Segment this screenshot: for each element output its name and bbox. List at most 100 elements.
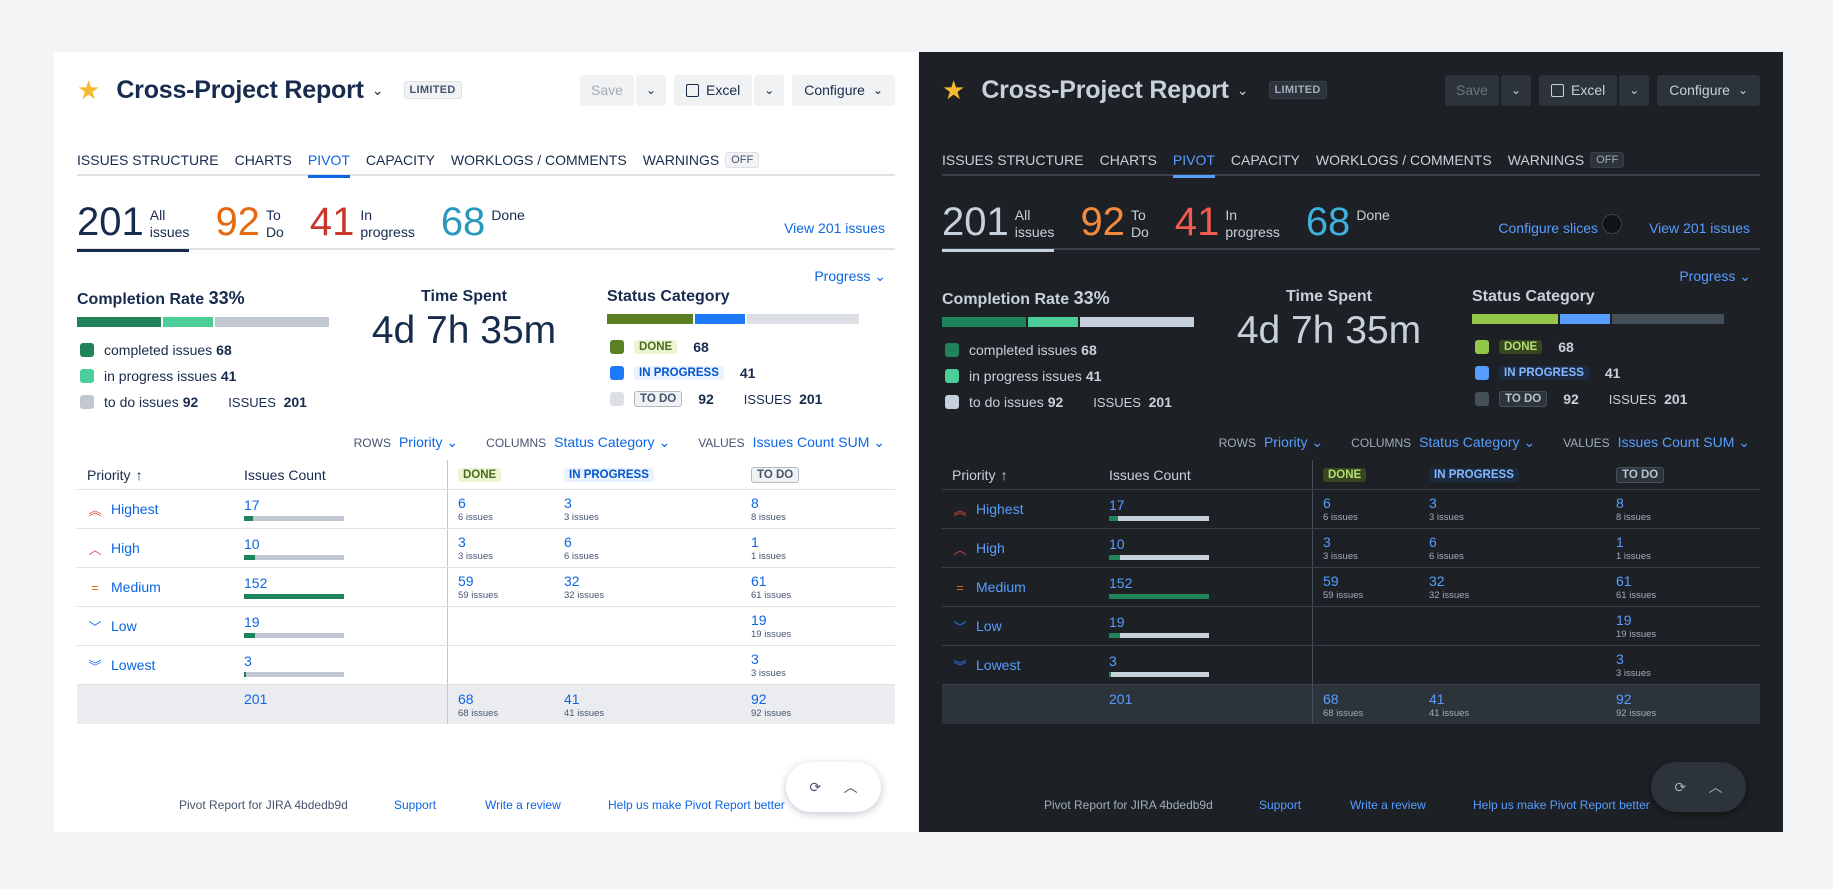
configure-button[interactable]: Configure ⌄: [1657, 74, 1760, 106]
priority-header[interactable]: Priority ↑: [942, 467, 1109, 483]
excel-menu-button[interactable]: ⌄: [1619, 74, 1650, 106]
total-done-link[interactable]: 68: [458, 690, 474, 707]
tab-issues-structure[interactable]: ISSUES STRUCTURE: [77, 152, 219, 168]
tab-warnings[interactable]: WARNINGS OFF: [643, 144, 760, 176]
slice-done[interactable]: 68 Done: [1306, 202, 1390, 250]
todo-cell-link[interactable]: 61: [1616, 573, 1632, 589]
done-cell-link[interactable]: 6: [1323, 495, 1331, 511]
count-link[interactable]: 10: [244, 536, 260, 552]
total-count-link[interactable]: 201: [244, 691, 268, 707]
values-selector[interactable]: Issues Count SUM ⌄: [1618, 434, 1750, 451]
tab-issues-structure[interactable]: ISSUES STRUCTURE: [942, 152, 1084, 168]
excel-menu-button[interactable]: ⌄: [754, 74, 785, 106]
todo-cell-link[interactable]: 3: [1616, 651, 1624, 667]
save-menu-button[interactable]: ⌄: [1501, 74, 1531, 106]
slice-all[interactable]: 201 All issues: [77, 202, 190, 252]
count-link[interactable]: 152: [1109, 575, 1133, 591]
priority-lowest-link[interactable]: Lowest: [976, 657, 1021, 673]
progress-cell-link[interactable]: 32: [1429, 573, 1445, 589]
todo-cell-link[interactable]: 61: [751, 573, 767, 589]
refresh-icon[interactable]: ⟳: [809, 778, 822, 795]
todo-cell-link[interactable]: 8: [751, 495, 759, 511]
star-icon[interactable]: ★: [942, 75, 966, 105]
total-progress-link[interactable]: 41: [564, 690, 580, 707]
progress-cell-link[interactable]: 32: [564, 573, 580, 589]
progress-selector[interactable]: Progress ⌄: [814, 268, 886, 285]
total-count-link[interactable]: 201: [1109, 691, 1133, 707]
excel-button[interactable]: Excel: [674, 74, 753, 106]
footer-review-link[interactable]: Write a review: [1350, 798, 1426, 812]
count-link[interactable]: 19: [1109, 614, 1125, 630]
slice-done[interactable]: 68 Done: [441, 202, 525, 250]
view-all-issues-link[interactable]: View 201 issues: [784, 220, 885, 236]
total-todo-link[interactable]: 92: [1616, 690, 1632, 707]
todo-cell-link[interactable]: 1: [751, 534, 759, 550]
star-icon[interactable]: ★: [77, 75, 101, 105]
count-link[interactable]: 3: [1109, 653, 1117, 669]
total-todo-link[interactable]: 92: [751, 690, 767, 707]
report-title[interactable]: Cross-Project Report: [981, 75, 1229, 104]
footer-help-link[interactable]: Help us make Pivot Report better: [608, 798, 785, 812]
tab-capacity[interactable]: CAPACITY: [1230, 152, 1300, 168]
view-all-issues-link[interactable]: View 201 issues: [1649, 220, 1750, 236]
configure-slices-link[interactable]: Configure slices: [1498, 220, 1598, 236]
footer-help-link[interactable]: Help us make Pivot Report better: [1473, 798, 1650, 812]
tab-worklogs-comments[interactable]: WORKLOGS / COMMENTS: [1315, 152, 1492, 168]
progress-cell-link[interactable]: 3: [1429, 495, 1437, 511]
configure-button[interactable]: Configure ⌄: [792, 74, 895, 106]
priority-low-link[interactable]: Low: [976, 618, 1002, 634]
count-link[interactable]: 3: [244, 653, 252, 669]
priority-highest-link[interactable]: Highest: [976, 501, 1024, 517]
tab-worklogs-comments[interactable]: WORKLOGS / COMMENTS: [450, 152, 627, 168]
columns-selector[interactable]: Status Category ⌄: [554, 434, 670, 451]
slices-toggle[interactable]: [1602, 214, 1622, 234]
progress-cell-link[interactable]: 6: [1429, 534, 1437, 550]
todo-cell-link[interactable]: 8: [1616, 495, 1624, 511]
priority-high-link[interactable]: High: [976, 540, 1005, 556]
tab-warnings[interactable]: WARNINGS OFF: [1508, 144, 1625, 176]
todo-cell-link[interactable]: 3: [751, 651, 759, 667]
priority-highest-link[interactable]: Highest: [111, 501, 159, 517]
tab-pivot[interactable]: PIVOT: [307, 144, 350, 178]
priority-high-link[interactable]: High: [111, 540, 140, 556]
columns-selector[interactable]: Status Category ⌄: [1419, 434, 1535, 451]
slice-todo[interactable]: 92 To Do: [1080, 202, 1148, 250]
save-menu-button[interactable]: ⌄: [636, 74, 666, 106]
excel-button[interactable]: Excel: [1539, 74, 1618, 106]
slice-progress[interactable]: 41 In progress: [310, 202, 415, 250]
count-link[interactable]: 152: [244, 575, 268, 591]
done-cell-link[interactable]: 3: [1323, 534, 1331, 550]
todo-cell-link[interactable]: 19: [751, 612, 767, 628]
count-link[interactable]: 19: [244, 614, 260, 630]
done-cell-link[interactable]: 59: [458, 573, 474, 589]
chevron-down-icon[interactable]: ⌄: [1236, 81, 1249, 98]
priority-low-link[interactable]: Low: [111, 618, 137, 634]
count-link[interactable]: 10: [1109, 536, 1125, 552]
total-progress-link[interactable]: 41: [1429, 690, 1445, 707]
progress-cell-link[interactable]: 6: [564, 534, 572, 550]
total-done-link[interactable]: 68: [1323, 690, 1339, 707]
chevron-down-icon[interactable]: ⌄: [371, 81, 384, 98]
progress-cell-link[interactable]: 3: [564, 495, 572, 511]
tab-charts[interactable]: CHARTS: [1099, 152, 1157, 168]
chevron-up-icon[interactable]: ︿: [843, 779, 858, 795]
tab-pivot[interactable]: PIVOT: [1172, 144, 1215, 178]
slice-progress[interactable]: 41 In progress: [1175, 202, 1280, 250]
priority-medium-link[interactable]: Medium: [111, 579, 161, 595]
footer-support-link[interactable]: Support: [394, 798, 437, 812]
values-selector[interactable]: Issues Count SUM ⌄: [753, 434, 885, 451]
tab-capacity[interactable]: CAPACITY: [365, 152, 435, 168]
rows-selector[interactable]: Priority ⌄: [399, 434, 458, 451]
done-cell-link[interactable]: 59: [1323, 573, 1339, 589]
priority-medium-link[interactable]: Medium: [976, 579, 1026, 595]
refresh-icon[interactable]: ⟳: [1674, 778, 1687, 795]
priority-header[interactable]: Priority ↑: [77, 467, 244, 483]
todo-cell-link[interactable]: 1: [1616, 534, 1624, 550]
progress-selector[interactable]: Progress ⌄: [1679, 268, 1751, 285]
done-cell-link[interactable]: 3: [458, 534, 466, 550]
tab-charts[interactable]: CHARTS: [234, 152, 292, 168]
done-cell-link[interactable]: 6: [458, 495, 466, 511]
priority-lowest-link[interactable]: Lowest: [111, 657, 156, 673]
slice-todo[interactable]: 92 To Do: [215, 202, 283, 250]
count-link[interactable]: 17: [1109, 497, 1125, 513]
